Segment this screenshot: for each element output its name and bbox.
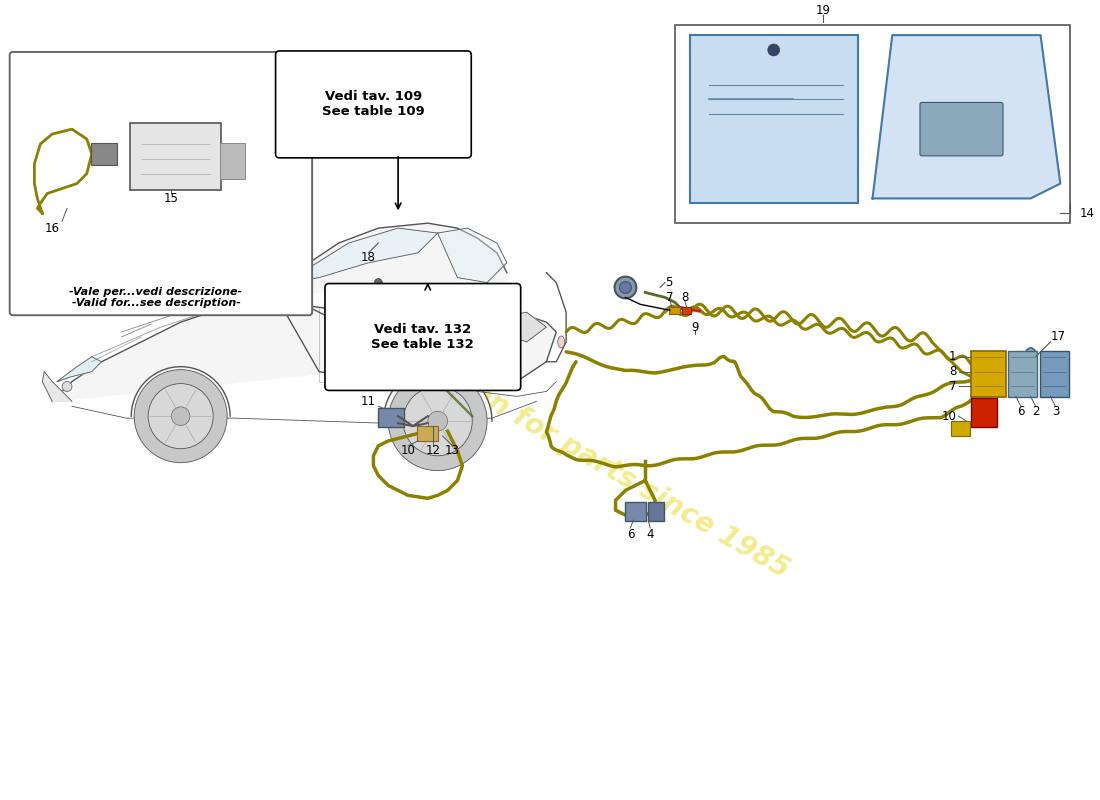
Text: 2: 2 bbox=[1032, 405, 1040, 418]
Circle shape bbox=[768, 44, 780, 56]
FancyBboxPatch shape bbox=[10, 52, 312, 315]
Polygon shape bbox=[497, 312, 547, 342]
Text: 6: 6 bbox=[1018, 405, 1024, 418]
Polygon shape bbox=[383, 366, 492, 421]
Text: 3: 3 bbox=[1052, 405, 1059, 418]
Text: 4: 4 bbox=[647, 529, 653, 542]
Text: 8: 8 bbox=[949, 365, 957, 378]
Circle shape bbox=[172, 407, 190, 426]
Circle shape bbox=[388, 372, 487, 470]
Circle shape bbox=[148, 384, 213, 449]
Ellipse shape bbox=[619, 282, 631, 294]
FancyBboxPatch shape bbox=[1041, 351, 1069, 397]
Ellipse shape bbox=[1025, 348, 1036, 366]
Text: 17: 17 bbox=[1050, 330, 1066, 343]
Text: 16: 16 bbox=[45, 222, 59, 234]
Text: 7: 7 bbox=[949, 380, 957, 393]
FancyBboxPatch shape bbox=[90, 143, 118, 165]
Text: 8: 8 bbox=[681, 291, 689, 304]
Text: 19: 19 bbox=[815, 4, 830, 17]
Text: 10: 10 bbox=[400, 444, 416, 458]
FancyBboxPatch shape bbox=[648, 502, 664, 521]
Ellipse shape bbox=[288, 278, 310, 287]
Text: 13: 13 bbox=[446, 444, 460, 458]
Circle shape bbox=[62, 382, 72, 391]
Polygon shape bbox=[279, 223, 507, 302]
Circle shape bbox=[428, 411, 448, 431]
Ellipse shape bbox=[615, 277, 636, 298]
Polygon shape bbox=[872, 35, 1060, 198]
FancyBboxPatch shape bbox=[971, 351, 1006, 397]
Polygon shape bbox=[42, 372, 72, 402]
FancyBboxPatch shape bbox=[324, 283, 520, 390]
Circle shape bbox=[374, 278, 383, 286]
Ellipse shape bbox=[558, 336, 564, 348]
Text: Vedi tav. 109
See table 109: Vedi tav. 109 See table 109 bbox=[322, 90, 425, 118]
Polygon shape bbox=[131, 366, 230, 416]
FancyBboxPatch shape bbox=[920, 102, 1003, 156]
Text: passion for parts since 1985: passion for parts since 1985 bbox=[397, 338, 795, 584]
FancyBboxPatch shape bbox=[971, 398, 997, 426]
Circle shape bbox=[134, 370, 227, 462]
FancyBboxPatch shape bbox=[952, 421, 970, 437]
Text: 10: 10 bbox=[942, 410, 957, 422]
Text: Vedi tav. 132
See table 132: Vedi tav. 132 See table 132 bbox=[372, 323, 474, 351]
FancyBboxPatch shape bbox=[1009, 351, 1037, 397]
FancyBboxPatch shape bbox=[682, 307, 691, 314]
Text: 15: 15 bbox=[164, 192, 178, 205]
Polygon shape bbox=[438, 228, 507, 282]
Text: 11: 11 bbox=[361, 395, 376, 408]
FancyBboxPatch shape bbox=[220, 143, 245, 179]
Text: 14: 14 bbox=[1080, 206, 1096, 220]
FancyBboxPatch shape bbox=[417, 426, 438, 442]
FancyBboxPatch shape bbox=[276, 51, 471, 158]
Polygon shape bbox=[289, 228, 438, 282]
FancyBboxPatch shape bbox=[625, 502, 646, 521]
FancyBboxPatch shape bbox=[130, 123, 221, 190]
Polygon shape bbox=[279, 302, 557, 382]
Text: 9: 9 bbox=[691, 321, 698, 334]
Circle shape bbox=[403, 386, 472, 456]
Text: 6: 6 bbox=[627, 529, 634, 542]
Text: -Vale per...vedi descrizione-
-Valid for...see description-: -Vale per...vedi descrizione- -Valid for… bbox=[69, 286, 242, 308]
FancyBboxPatch shape bbox=[378, 408, 404, 426]
Text: 7: 7 bbox=[667, 291, 673, 304]
Text: 5: 5 bbox=[666, 276, 672, 289]
Text: 18: 18 bbox=[361, 251, 376, 264]
Text: 12: 12 bbox=[426, 444, 440, 458]
Polygon shape bbox=[57, 357, 101, 382]
FancyBboxPatch shape bbox=[690, 35, 858, 203]
Polygon shape bbox=[52, 298, 368, 402]
FancyBboxPatch shape bbox=[670, 307, 680, 314]
FancyBboxPatch shape bbox=[675, 26, 1070, 223]
Text: 1: 1 bbox=[949, 350, 957, 363]
